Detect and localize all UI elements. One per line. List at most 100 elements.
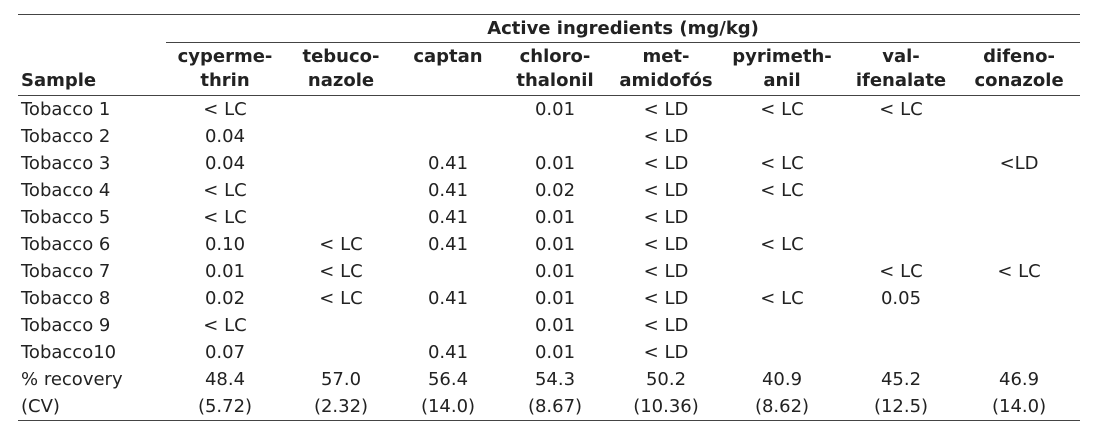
value-cell: 0.05 xyxy=(880,288,922,309)
value-cell: (8.62) xyxy=(720,393,844,421)
column-header: cyperme-thrin xyxy=(166,43,284,96)
value-cell: 0.01 xyxy=(534,234,576,255)
value-cell xyxy=(844,204,958,231)
value-cell xyxy=(284,123,398,150)
column-header-line1: val- xyxy=(882,46,920,67)
value-cell: < LC xyxy=(760,99,804,120)
group-header: Active ingredients (mg/kg) xyxy=(166,14,1081,43)
value-cell: 0.01 xyxy=(534,342,576,363)
column-header: met-amidofós xyxy=(612,43,720,96)
table-row: Tobacco 4 < LC 0.41 0.02 < LD < LC xyxy=(18,177,1080,204)
sample-cell: Tobacco 7 xyxy=(21,261,111,282)
value-cell: < LC xyxy=(203,315,247,336)
value-cell: 56.4 xyxy=(427,369,469,390)
value-cell: < LD xyxy=(643,180,689,201)
table-row: Tobacco 1 < LC 0.01 < LD < LC < LC xyxy=(18,96,1080,124)
value-cell: 0.01 xyxy=(534,153,576,174)
value-cell xyxy=(844,339,958,366)
value-cell: (2.32) xyxy=(284,393,398,421)
column-header-line1: cyperme- xyxy=(177,46,273,67)
sample-cell: Tobacco 3 xyxy=(21,153,111,174)
value-cell: 0.01 xyxy=(534,99,576,120)
value-cell xyxy=(958,96,1080,124)
value-cell: < LC xyxy=(319,288,363,309)
value-cell: (14.0) xyxy=(958,393,1081,421)
table-row: Tobacco10 0.07 0.41 0.01 < LD xyxy=(18,339,1080,366)
sample-cell: Tobacco 5 xyxy=(21,207,111,228)
table-body: Tobacco 1 < LC 0.01 < LD < LC < LC Tobacco 2 0.… xyxy=(18,96,1081,421)
column-header-line1: pyrimeth- xyxy=(732,46,832,67)
value-cell: 0.01 xyxy=(534,288,576,309)
column-header: difeno-conazole xyxy=(958,43,1080,96)
group-header-row: Active ingredients (mg/kg) xyxy=(18,14,1081,43)
value-cell: 57.0 xyxy=(320,369,362,390)
value-cell xyxy=(398,96,498,124)
value-cell xyxy=(498,123,612,150)
table-row: (CV) (5.72) (2.32) (14.0) (8.67) (10.36) (8.62… xyxy=(18,393,1081,421)
sample-cell: % recovery xyxy=(21,369,123,390)
value-cell: 0.41 xyxy=(427,342,469,363)
column-header-line1: difeno- xyxy=(983,46,1055,67)
sample-cell: Tobacco 8 xyxy=(21,288,111,309)
value-cell xyxy=(844,123,958,150)
value-cell: 0.04 xyxy=(204,126,246,147)
column-header-line1: met- xyxy=(642,46,690,67)
value-cell: < LD xyxy=(643,153,689,174)
value-cell: 50.2 xyxy=(645,369,687,390)
value-cell: < LC xyxy=(760,288,804,309)
value-cell: < LC xyxy=(997,261,1041,282)
value-cell xyxy=(398,123,498,150)
value-cell: < LC xyxy=(319,234,363,255)
sample-cell: Tobacco 2 xyxy=(21,126,111,147)
value-cell xyxy=(958,123,1080,150)
value-cell: <LD xyxy=(999,153,1039,174)
value-cell: < LC xyxy=(203,180,247,201)
value-cell: (14.0) xyxy=(398,393,498,421)
value-cell xyxy=(958,204,1080,231)
value-cell xyxy=(720,339,844,366)
value-cell xyxy=(398,312,498,339)
value-cell xyxy=(284,204,398,231)
table-row: % recovery 48.4 57.0 56.4 54.3 50.2 40.9 45.2 46… xyxy=(18,366,1080,393)
sample-header: Sample xyxy=(21,70,97,91)
table-row: Tobacco 2 0.04 < LD xyxy=(18,123,1080,150)
value-cell: < LC xyxy=(760,180,804,201)
column-header-line2: amidofós xyxy=(619,70,713,91)
value-cell: < LD xyxy=(643,207,689,228)
value-cell: (8.67) xyxy=(498,393,612,421)
value-cell: 0.02 xyxy=(534,180,576,201)
column-header-line2 xyxy=(402,69,494,93)
value-cell: (12.5) xyxy=(844,393,958,421)
value-cell xyxy=(958,177,1080,204)
table-row: Tobacco 3 0.04 0.41 0.01 < LD < LC <LD xyxy=(18,150,1080,177)
value-cell: 0.01 xyxy=(534,261,576,282)
value-cell xyxy=(844,150,958,177)
value-cell: 46.9 xyxy=(999,369,1040,390)
sample-cell: Tobacco 9 xyxy=(21,315,111,336)
value-cell: 0.41 xyxy=(427,234,469,255)
column-header: val-ifenalate xyxy=(844,43,958,96)
column-header: chloro-thalonil xyxy=(498,43,612,96)
value-cell: < LD xyxy=(643,126,689,147)
value-cell xyxy=(958,231,1080,258)
sample-cell: Tobacco 6 xyxy=(21,234,111,255)
column-header: pyrimeth-anil xyxy=(720,43,844,96)
value-cell: < LD xyxy=(643,342,689,363)
sample-cell: Tobacco 1 xyxy=(21,99,111,120)
value-cell: < LC xyxy=(319,261,363,282)
column-header-row: Sample cyperme-thrin tebuco-nazole captan … xyxy=(18,43,1081,96)
column-header-line2: thalonil xyxy=(516,70,594,91)
value-cell xyxy=(284,339,398,366)
value-cell xyxy=(958,339,1080,366)
column-header-line1: captan xyxy=(413,46,483,67)
sample-cell: (CV) xyxy=(18,393,166,421)
value-cell: < LD xyxy=(643,288,689,309)
value-cell xyxy=(398,258,498,285)
value-cell xyxy=(720,258,844,285)
value-cell: < LC xyxy=(879,99,923,120)
column-header-line2: ifenalate xyxy=(855,70,947,91)
table-row: Tobacco 8 0.02 < LC 0.41 0.01 < LD < LC 0.05 xyxy=(18,285,1080,312)
value-cell: 0.02 xyxy=(204,288,246,309)
column-header-line2: conazole xyxy=(974,70,1064,91)
results-table: Active ingredients (mg/kg) Sample cyperm… xyxy=(18,14,1081,421)
